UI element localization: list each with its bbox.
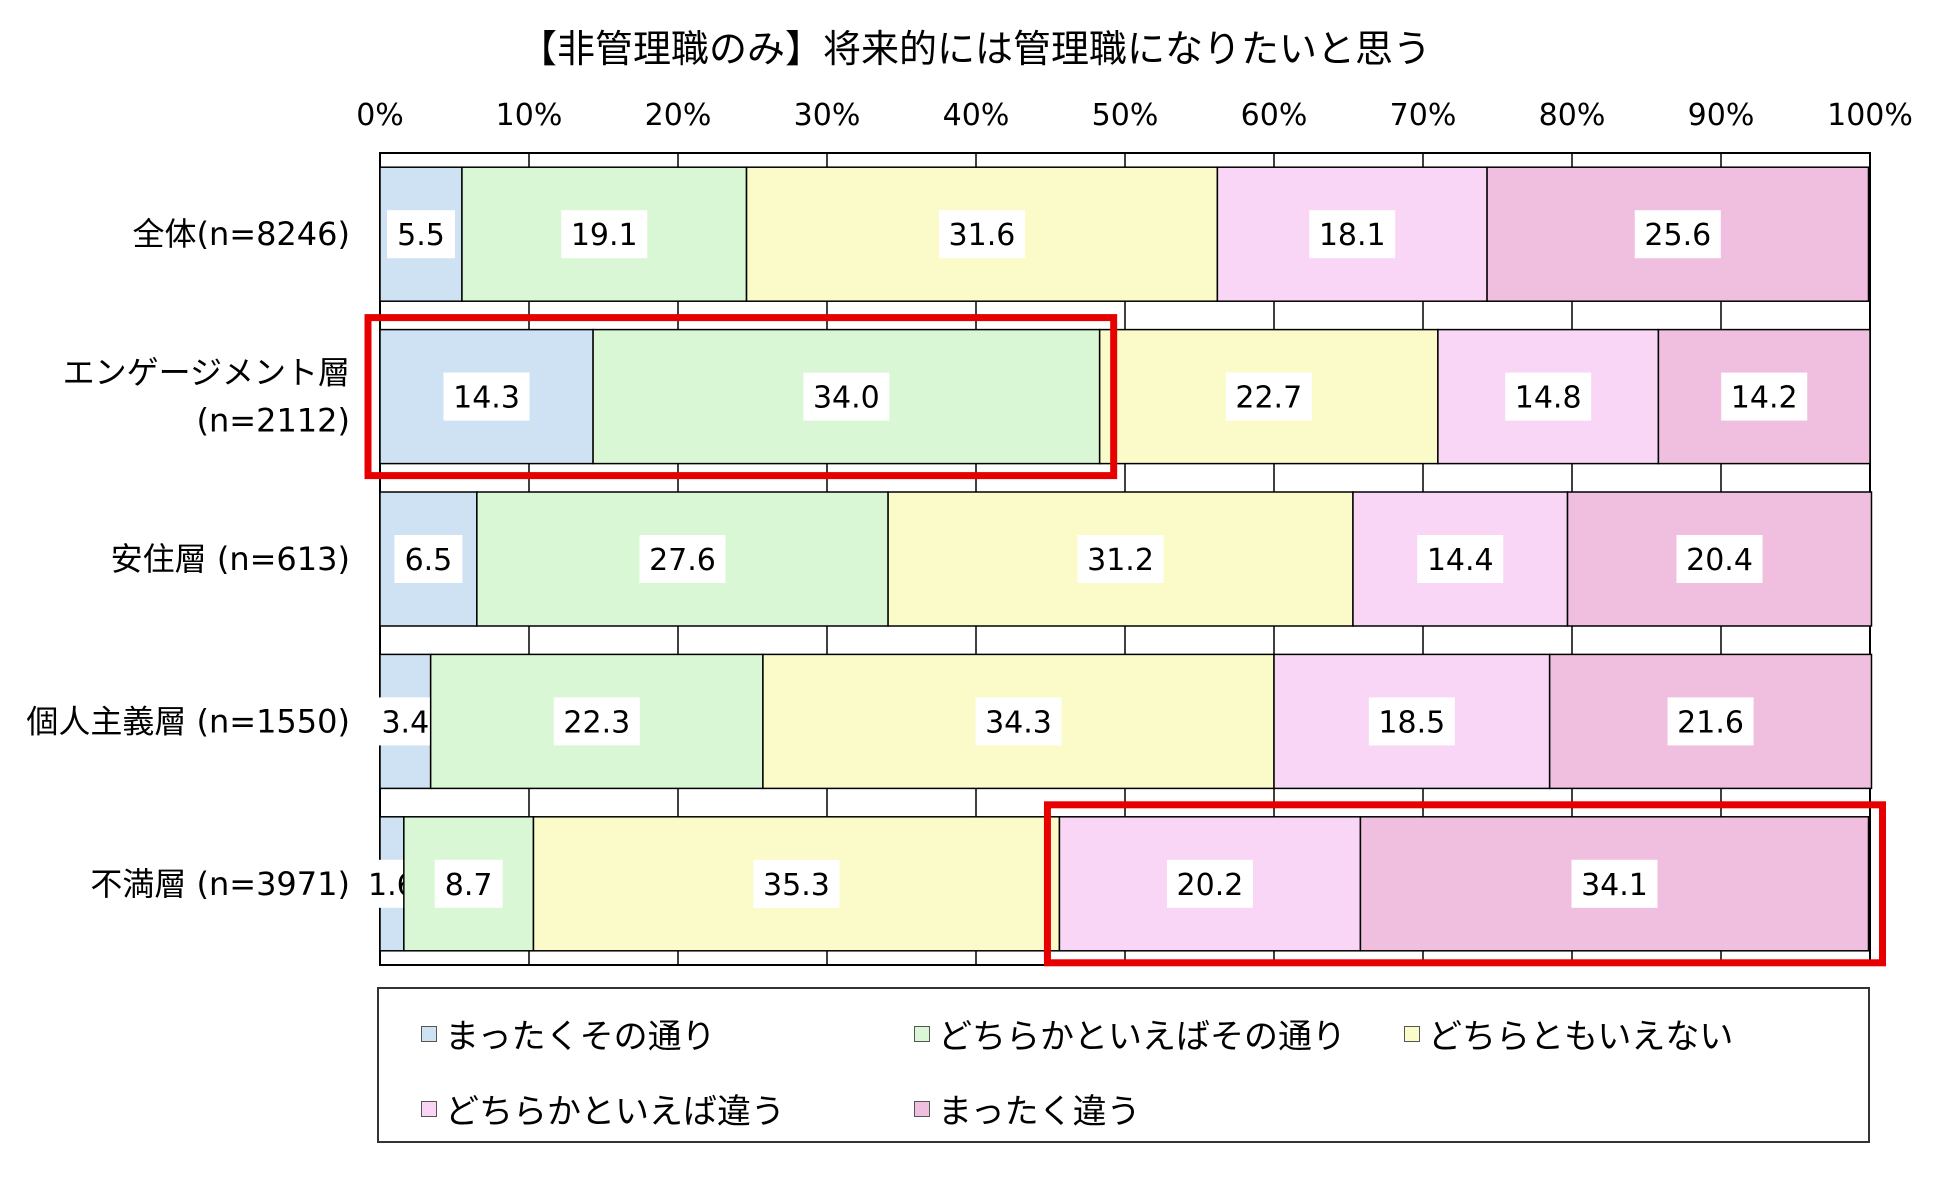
- data-label: 31.2: [1087, 543, 1154, 578]
- data-label: 20.4: [1686, 543, 1753, 578]
- legend-label: まったくその通り: [445, 1017, 716, 1057]
- x-tick-label: 40%: [943, 98, 1010, 133]
- data-label: 35.3: [763, 868, 830, 903]
- data-label-bg: [1634, 210, 1721, 259]
- data-label: 14.3: [453, 381, 520, 416]
- bar-segment: [887, 491, 1354, 627]
- data-label: 14.8: [1515, 381, 1582, 416]
- x-tick-label: 100%: [1827, 98, 1913, 133]
- x-tick-label: 60%: [1241, 98, 1308, 133]
- legend-swatch: [1404, 1025, 1420, 1042]
- legend-label: どちらかといえば違う: [445, 1092, 785, 1132]
- legend-item: まったくその通り: [421, 1009, 716, 1058]
- data-label: 25.6: [1644, 218, 1711, 253]
- data-label: 34.3: [985, 705, 1052, 740]
- data-label: 3.4: [381, 705, 429, 740]
- data-label-bg: [1166, 859, 1253, 908]
- category-label: 不満層 (n=3971): [90, 865, 350, 903]
- data-label-bg: [803, 372, 890, 421]
- chart-title: 【非管理職のみ】将来的には管理職になりたいと思う: [518, 27, 1431, 71]
- legend-swatch: [421, 1100, 437, 1117]
- data-label-bg: [371, 697, 440, 746]
- x-tick-label: 30%: [794, 98, 861, 133]
- x-tick-label: 70%: [1390, 98, 1457, 133]
- data-label-bg: [1417, 535, 1504, 583]
- category-label: 全体(n=8246): [132, 215, 350, 253]
- data-label-bg: [1368, 697, 1455, 746]
- data-label-bg: [1505, 372, 1592, 421]
- data-label-bg: [975, 697, 1062, 746]
- data-label-bg: [1667, 697, 1754, 746]
- data-label-bg: [1225, 372, 1312, 421]
- data-label-bg: [1571, 859, 1658, 908]
- x-tick-label: 50%: [1092, 98, 1159, 133]
- highlight-frame: [364, 314, 1118, 480]
- data-label: 34.0: [813, 381, 880, 416]
- data-label-bg: [753, 859, 840, 908]
- data-label-bg: [1676, 535, 1763, 583]
- data-label-bg: [938, 210, 1025, 259]
- category-label: エンゲージメント層: [63, 354, 350, 392]
- data-label-bg: [553, 697, 640, 746]
- legend-item: どちらかといえばその通り: [914, 1009, 1346, 1058]
- legend-item: どちらかといえば違う: [421, 1084, 785, 1133]
- data-label-bg: [1077, 535, 1164, 583]
- data-label-bg: [639, 535, 726, 583]
- data-label-bg: [434, 859, 503, 908]
- legend-swatch: [914, 1100, 930, 1117]
- data-label: 34.1: [1581, 868, 1648, 903]
- x-tick-label: 20%: [645, 98, 712, 133]
- data-label: 5.5: [397, 218, 445, 253]
- legend: まったくその通り どちらかといえばその通り どちらともいえないどちらかといえば違う ま…: [377, 987, 1870, 1143]
- data-label: 31.6: [949, 218, 1016, 253]
- data-label-bg: [1309, 210, 1396, 259]
- data-label-bg: [386, 210, 455, 259]
- data-label: 22.3: [563, 705, 630, 740]
- highlight-frame: [1043, 801, 1887, 967]
- data-label: 20.2: [1177, 868, 1244, 903]
- data-label-bg: [443, 372, 530, 421]
- data-label: 6.5: [405, 543, 453, 578]
- legend-label: どちらともいえない: [1428, 1017, 1734, 1057]
- data-label: 22.7: [1235, 381, 1302, 416]
- data-label-bg: [1721, 372, 1808, 421]
- x-tick-label: 80%: [1539, 98, 1606, 133]
- legend-item: まったく違う: [914, 1084, 1141, 1133]
- category-label: 個人主義層 (n=1550): [26, 702, 350, 740]
- data-label: 8.7: [445, 868, 493, 903]
- data-label: 27.6: [649, 543, 716, 578]
- legend-item: どちらともいえない: [1404, 1009, 1733, 1058]
- x-tick-label: 0%: [356, 98, 404, 133]
- legend-swatch: [914, 1025, 930, 1042]
- stacked-bar-chart: 0% 10% 20% 30% 40% 50% 60% 70% 80% 90% 100% 全体(n=82…: [26, 98, 1913, 967]
- x-tick-label: 90%: [1688, 98, 1755, 133]
- legend-swatch: [421, 1025, 437, 1042]
- x-tick-label: 10%: [496, 98, 563, 133]
- category-label: 安住層 (n=613): [111, 540, 350, 578]
- data-label: 19.1: [571, 218, 638, 253]
- data-label: 21.6: [1677, 705, 1744, 740]
- data-label-bg: [561, 210, 648, 259]
- category-label: (n=2112): [197, 402, 351, 440]
- data-label: 18.5: [1378, 705, 1445, 740]
- legend-label: どちらかといえばその通り: [938, 1017, 1346, 1057]
- legend-label: まったく違う: [938, 1092, 1141, 1132]
- data-label: 18.1: [1319, 218, 1386, 253]
- data-label: 14.2: [1731, 381, 1798, 416]
- data-label-bg: [394, 535, 463, 583]
- data-label: 14.4: [1427, 543, 1494, 578]
